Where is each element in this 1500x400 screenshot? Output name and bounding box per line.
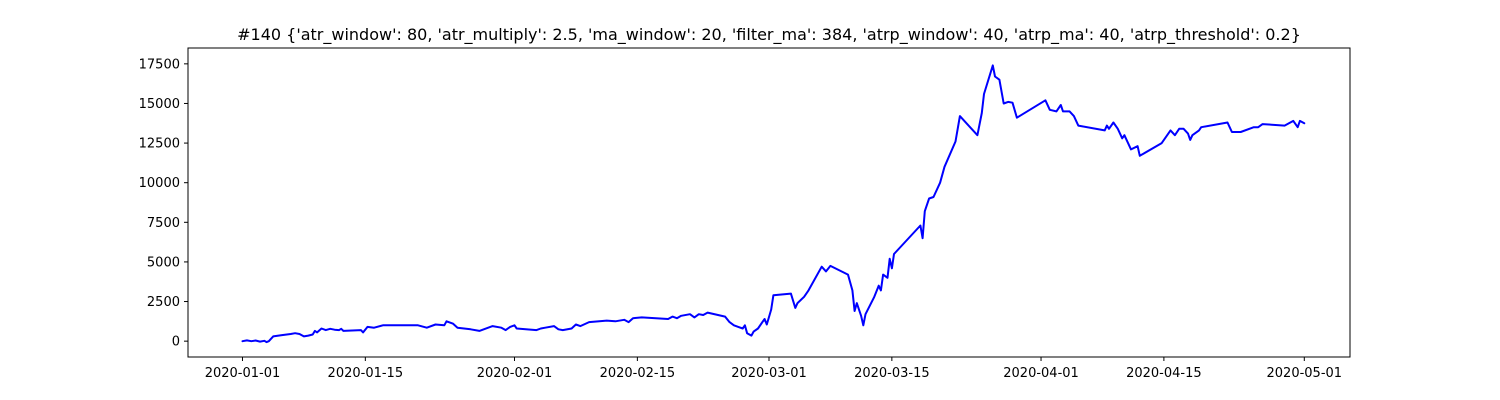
x-tick-label: 2020-02-15 <box>600 366 676 381</box>
x-tick-label: 2020-05-01 <box>1267 366 1343 381</box>
x-tick-label: 2020-01-15 <box>328 366 404 381</box>
y-tick-label: 2500 <box>147 295 180 310</box>
x-tick-label: 2020-04-01 <box>1003 366 1079 381</box>
x-axis: 2020-01-01 2020-01-15 2020-02-01 2020-02-15… <box>205 357 1342 381</box>
y-tick-label: 7500 <box>147 216 180 231</box>
y-tick-label: 5000 <box>147 255 180 270</box>
y-tick-label: 0 <box>172 335 180 350</box>
x-tick-label: 2020-01-01 <box>205 366 281 381</box>
y-tick-label: 17500 <box>139 57 180 72</box>
series-line <box>241 64 1306 344</box>
y-tick-label: 12500 <box>139 137 180 152</box>
y-tick-label: 10000 <box>139 176 180 191</box>
x-tick-label: 2020-02-01 <box>477 366 553 381</box>
y-tick-label: 15000 <box>139 97 180 112</box>
x-tick-label: 2020-03-15 <box>854 366 930 381</box>
y-axis: 0 2500 5000 7500 10000 12500 15000 17500 <box>139 57 188 350</box>
x-tick-label: 2020-03-01 <box>731 366 807 381</box>
x-tick-label: 2020-04-15 <box>1126 366 1202 381</box>
chart-title: #140 {'atr_window': 80, 'atr_multiply': … <box>237 25 1301 45</box>
